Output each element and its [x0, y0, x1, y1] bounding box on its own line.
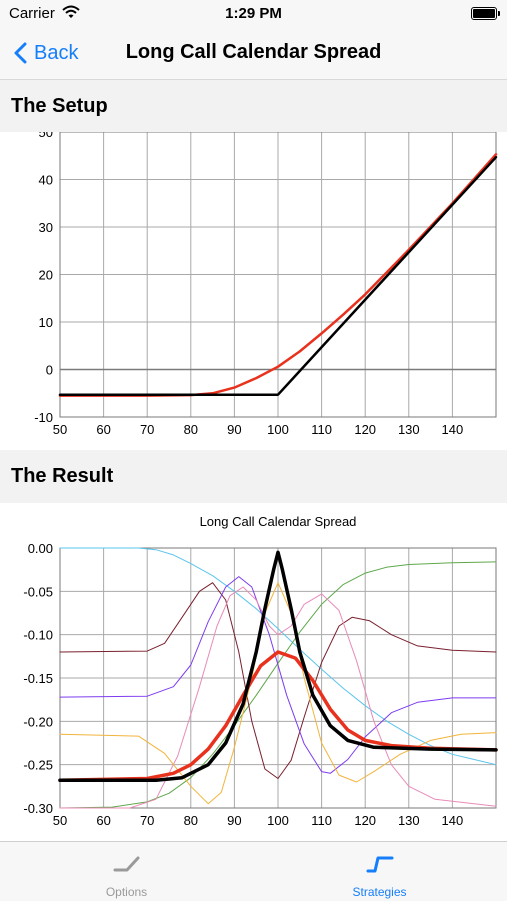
series-line-6	[59, 582, 497, 805]
back-button[interactable]: Back	[14, 38, 78, 68]
battery-icon	[471, 7, 500, 20]
y-tick-label: -0.25	[23, 758, 53, 773]
x-tick-label: 100	[267, 813, 289, 828]
series-line-2	[58, 155, 498, 396]
setup-payoff-chart: 50 60 70 80 90 100 110 120 130 140 -10 0 10 20 30 40 50	[34, 132, 498, 437]
result-section-title: The Result	[11, 465, 114, 487]
y-tick-label: -0.20	[23, 714, 53, 729]
series-line-5	[59, 586, 497, 809]
series-line-3	[59, 582, 497, 779]
x-tick-label: 80	[184, 813, 198, 828]
plot-frame	[59, 547, 497, 809]
tab-strategies-label: Strategies	[352, 885, 407, 899]
result-section-header: The Result	[0, 450, 507, 503]
x-tick-label: 120	[354, 813, 376, 828]
y-tick-label: -10	[34, 410, 53, 425]
result-greeks-chart: Long Call Calendar Spread 50 60 70 80 90 100 11…	[23, 514, 498, 828]
tab-options-label: Options	[105, 885, 148, 899]
y-tick-label: 10	[39, 315, 53, 330]
y-tick-label: 0	[46, 363, 53, 378]
x-tick-label: 130	[398, 422, 420, 437]
x-tick-label: 60	[96, 813, 110, 828]
x-tick-label: 90	[227, 813, 241, 828]
series-line-7	[58, 650, 498, 783]
series-line-4	[59, 576, 497, 774]
x-tick-label: 80	[184, 422, 198, 437]
x-tick-label: 50	[53, 422, 67, 437]
y-tick-label: 0.00	[28, 541, 53, 556]
back-label: Back	[34, 41, 79, 64]
tab-strategies[interactable]: Strategies	[253, 842, 506, 901]
x-tick-label: 90	[227, 422, 241, 437]
x-tick-label: 140	[442, 422, 464, 437]
x-tick-label: 70	[140, 422, 154, 437]
x-tick-label: 110	[311, 813, 332, 828]
y-tick-label: 30	[39, 220, 53, 235]
chevron-left-icon	[14, 42, 27, 64]
y-tick-label: -0.30	[23, 801, 53, 816]
carrier-label: Carrier	[9, 5, 55, 22]
setup-section-header: The Setup	[0, 80, 507, 132]
status-bar: Carrier 1:29 PM	[0, 0, 507, 28]
y-tick-label: -0.05	[23, 584, 53, 599]
y-tick-label: -0.10	[23, 628, 53, 643]
navigation-bar: Back Long Call Calendar Spread	[0, 28, 507, 80]
y-tick-label: 20	[39, 268, 53, 283]
setup-section-title: The Setup	[11, 95, 108, 117]
chart-title: Long Call Calendar Spread	[200, 514, 357, 529]
x-tick-label: 110	[311, 422, 332, 437]
x-tick-label: 120	[354, 422, 376, 437]
tab-options[interactable]: Options	[0, 842, 253, 901]
x-tick-label: 140	[442, 813, 464, 828]
series-line-8	[58, 550, 498, 783]
option-payoff-icon	[113, 856, 140, 872]
y-tick-label: 50	[39, 132, 53, 140]
x-tick-label: 60	[96, 422, 110, 437]
x-tick-label: 50	[53, 813, 67, 828]
wifi-icon	[62, 5, 80, 24]
tab-bar: Options Strategies	[0, 841, 507, 901]
x-tick-label: 100	[267, 422, 289, 437]
strategy-payoff-icon	[366, 856, 394, 873]
status-time: 1:29 PM	[225, 5, 282, 22]
x-tick-label: 70	[140, 813, 154, 828]
y-tick-label: 40	[39, 173, 53, 188]
x-tick-label: 130	[398, 813, 420, 828]
y-tick-label: -0.15	[23, 671, 53, 686]
plot-frame	[59, 132, 497, 418]
